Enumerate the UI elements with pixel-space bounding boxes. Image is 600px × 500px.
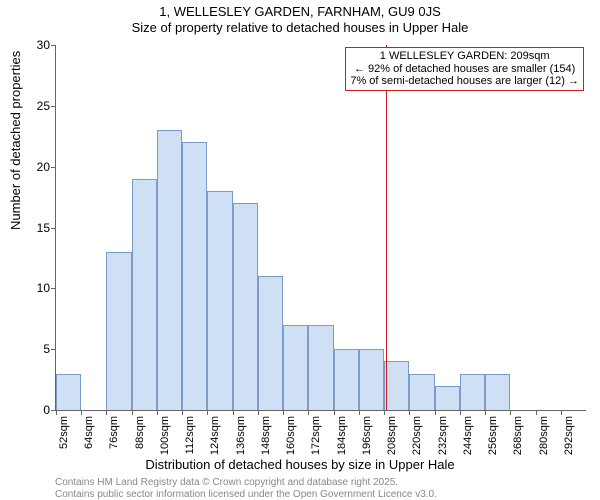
x-tick-mark	[510, 410, 511, 415]
attribution-line-2: Contains public sector information licen…	[55, 489, 437, 500]
y-tick-mark	[51, 349, 56, 350]
x-tick-mark	[258, 410, 259, 415]
histogram-bar	[485, 374, 510, 411]
x-tick-mark	[359, 410, 360, 415]
y-tick-mark	[51, 288, 56, 289]
x-tick-label: 136sqm	[235, 416, 247, 455]
callout-line: 7% of semi-detached houses are larger (1…	[350, 75, 579, 88]
x-tick-mark	[561, 410, 562, 415]
x-tick-mark	[334, 410, 335, 415]
x-tick-mark	[106, 410, 107, 415]
x-tick-label: 184sqm	[336, 416, 348, 455]
callout-line: 1 WELLESLEY GARDEN: 209sqm	[350, 50, 579, 63]
x-tick-label: 208sqm	[386, 416, 398, 455]
x-tick-label: 244sqm	[462, 416, 474, 455]
chart-title: 1, WELLESLEY GARDEN, FARNHAM, GU9 0JS	[0, 4, 600, 19]
x-tick-mark	[409, 410, 410, 415]
x-tick-label: 232sqm	[437, 416, 449, 455]
x-tick-label: 88sqm	[134, 416, 146, 449]
x-tick-label: 148sqm	[260, 416, 272, 455]
x-tick-label: 64sqm	[83, 416, 95, 449]
x-tick-label: 76sqm	[108, 416, 120, 449]
x-tick-label: 280sqm	[538, 416, 550, 455]
y-axis-label: Number of detached properties	[8, 51, 23, 230]
x-tick-label: 100sqm	[159, 416, 171, 455]
property-size-chart: 1, WELLESLEY GARDEN, FARNHAM, GU9 0JS Si…	[0, 0, 600, 500]
histogram-bar	[359, 349, 384, 410]
reference-line	[386, 45, 387, 410]
x-tick-label: 124sqm	[209, 416, 221, 455]
x-tick-mark	[460, 410, 461, 415]
x-tick-label: 172sqm	[310, 416, 322, 455]
x-tick-label: 256sqm	[487, 416, 499, 455]
callout-line: ← 92% of detached houses are smaller (15…	[350, 63, 579, 76]
y-tick-mark	[51, 228, 56, 229]
histogram-bar	[207, 191, 232, 410]
histogram-bar	[283, 325, 308, 410]
histogram-bar	[460, 374, 485, 411]
histogram-bar	[182, 142, 207, 410]
histogram-bar	[157, 130, 182, 410]
histogram-bar	[384, 361, 409, 410]
x-tick-mark	[81, 410, 82, 415]
x-tick-mark	[536, 410, 537, 415]
chart-subtitle: Size of property relative to detached ho…	[0, 20, 600, 35]
x-tick-label: 292sqm	[563, 416, 575, 455]
x-tick-mark	[182, 410, 183, 415]
x-tick-mark	[56, 410, 57, 415]
x-tick-mark	[308, 410, 309, 415]
histogram-bar	[233, 203, 258, 410]
x-tick-label: 160sqm	[285, 416, 297, 455]
x-tick-label: 112sqm	[184, 416, 196, 454]
histogram-bar	[258, 276, 283, 410]
x-tick-mark	[485, 410, 486, 415]
histogram-bar	[308, 325, 333, 410]
y-tick-mark	[51, 45, 56, 46]
x-tick-label: 196sqm	[361, 416, 373, 455]
plot-area: 05101520253052sqm64sqm76sqm88sqm100sqm11…	[55, 45, 586, 411]
x-axis-label: Distribution of detached houses by size …	[0, 457, 600, 472]
histogram-bar	[56, 374, 81, 411]
x-tick-mark	[233, 410, 234, 415]
x-tick-mark	[207, 410, 208, 415]
histogram-bar	[334, 349, 359, 410]
x-tick-label: 52sqm	[58, 416, 70, 449]
reference-callout: 1 WELLESLEY GARDEN: 209sqm← 92% of detac…	[345, 47, 584, 91]
x-tick-mark	[283, 410, 284, 415]
histogram-bar	[132, 179, 157, 410]
y-tick-mark	[51, 106, 56, 107]
histogram-bar	[409, 374, 434, 411]
histogram-bar	[106, 252, 131, 410]
x-tick-mark	[132, 410, 133, 415]
x-tick-label: 268sqm	[512, 416, 524, 455]
attribution-line-1: Contains HM Land Registry data © Crown c…	[55, 477, 398, 488]
x-tick-mark	[384, 410, 385, 415]
x-tick-label: 220sqm	[411, 416, 423, 455]
x-tick-mark	[157, 410, 158, 415]
x-tick-mark	[435, 410, 436, 415]
histogram-bar	[435, 386, 460, 410]
y-tick-mark	[51, 167, 56, 168]
